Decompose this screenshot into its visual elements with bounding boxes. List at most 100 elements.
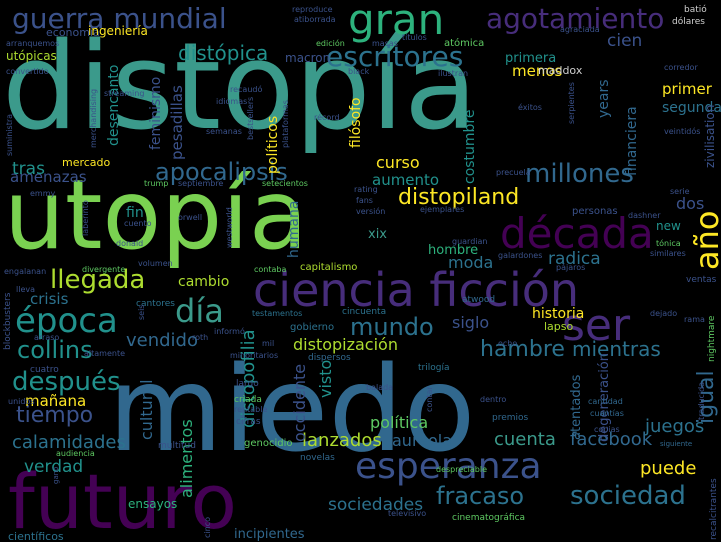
- word-genocidio: genocidio: [244, 438, 292, 449]
- word-atiborrada: atiborrada: [294, 15, 336, 24]
- word-distopofilia: distopofilia: [238, 329, 259, 428]
- word-cultural: cultural: [137, 379, 156, 440]
- word-siguiente: siguiente: [660, 440, 692, 448]
- word-feminismo: feminismo: [148, 77, 164, 150]
- word-primer: primer: [662, 80, 713, 98]
- word-guerra-mundial: guerra mundial: [12, 2, 227, 35]
- word-veintidos: veintidós: [664, 126, 700, 136]
- word-idiomas: idiomas: [216, 97, 247, 106]
- word-menos: menos: [512, 62, 563, 80]
- word-exitos: éxitos: [518, 102, 542, 112]
- word-dolares: dólares: [672, 16, 705, 27]
- word-personas: personas: [572, 206, 618, 217]
- word-distopica: distópica: [178, 41, 268, 65]
- word-costumbre: costumbre: [462, 109, 478, 184]
- word-atentados: atentados: [569, 374, 584, 440]
- word-ilustran: ilustran: [438, 69, 468, 78]
- word-masas: masas: [372, 39, 398, 48]
- word-westworld: westworld: [225, 207, 234, 248]
- word-apocalipsis: apocalipsis: [155, 158, 288, 186]
- word-fans: fans: [356, 196, 373, 205]
- word-juegos: juegos: [644, 416, 704, 437]
- word-aumento: aumento: [372, 171, 439, 189]
- word-filosofo: filósofo: [348, 97, 364, 148]
- word-suministra: suministra: [5, 114, 14, 156]
- word-hombre: hombre: [428, 243, 478, 258]
- word-merchandising: merchandising: [89, 89, 98, 148]
- word-ensayos: ensayos: [128, 497, 177, 511]
- word-verdad: verdad: [24, 457, 83, 477]
- word-cinematografica: cinematográfica: [452, 513, 525, 523]
- word-escritores: escritores: [326, 40, 463, 73]
- word-epoca: época: [15, 301, 118, 341]
- word-primera: primera: [505, 51, 556, 66]
- word-mercado: mercado: [62, 156, 111, 169]
- word-amenazas: amenazas: [10, 168, 87, 186]
- word-incipientes: incipientes: [234, 527, 305, 542]
- word-traducida: traducida: [697, 382, 706, 420]
- word-humana: humana: [286, 201, 302, 258]
- word-capitalismo: capitalismo: [300, 262, 357, 273]
- word-aureola: aureola: [392, 431, 452, 450]
- word-ingenieria: ingeniería: [88, 24, 148, 38]
- word-distopiland: distopiland: [398, 185, 519, 210]
- word-igual: igual: [694, 370, 719, 424]
- word-ejemplares: ejemplares: [420, 205, 464, 214]
- word-radica: radica: [548, 249, 601, 269]
- word-rentable: rentable: [234, 405, 267, 414]
- word-puede: puede: [640, 458, 696, 479]
- word-lapso: lapso: [544, 320, 574, 333]
- word-occidente: occidente: [290, 364, 309, 442]
- word-cantidad: cantidad: [588, 397, 623, 406]
- word-testamentos: testamentos: [252, 309, 302, 318]
- word-black: black: [348, 67, 370, 76]
- word-audiencia: audiencia: [56, 449, 95, 458]
- word-cantores: cantores: [136, 299, 175, 309]
- word-vendido: vendido: [126, 330, 198, 351]
- word-mil: mil: [262, 339, 274, 348]
- word-degeneracion: degeneración: [597, 353, 612, 442]
- word-financiera: financiera: [624, 106, 640, 176]
- word-streaming: streaming: [104, 89, 144, 98]
- word-televisivo: televisivo: [388, 509, 426, 518]
- word-pesadillas: pesadillas: [168, 85, 186, 160]
- word-despreciable: despreciable: [436, 465, 487, 474]
- word-pajaros: pájaros: [556, 263, 585, 272]
- word-mientras: mientras: [572, 337, 661, 361]
- word-gran: gran: [348, 0, 444, 44]
- word-fin: fin: [126, 205, 144, 221]
- word-dos: dos: [676, 194, 704, 213]
- word-cifras: cifras: [236, 417, 261, 427]
- word-roth: roth: [192, 333, 208, 342]
- word-contar: contar: [425, 386, 434, 412]
- word-curso: curso: [376, 153, 420, 172]
- word-contaba: contaba: [254, 265, 286, 274]
- word-convertido: convertido: [6, 67, 49, 76]
- word-agraciada: agraciada: [560, 25, 600, 34]
- word-collins: collins: [17, 336, 93, 364]
- word-dentro: dentro: [480, 395, 506, 404]
- word-atomica: atómica: [444, 37, 484, 49]
- word-galardones: galardones: [498, 251, 542, 260]
- word-miedo: miedo: [108, 340, 475, 478]
- word-premios: premios: [492, 413, 529, 423]
- word-ano: año: [688, 211, 721, 270]
- word-moda: moda: [448, 253, 493, 272]
- word-cientificos: científicos: [8, 530, 64, 542]
- word-sociedades: sociedades: [328, 495, 423, 515]
- word-atwood: atwood: [462, 295, 495, 305]
- word-plataformas: plataformas: [281, 100, 290, 148]
- word-cambio: cambio: [178, 274, 229, 290]
- word-zivilisation: zivilisation: [703, 105, 717, 168]
- word-nightmare: nightmare: [707, 315, 717, 362]
- word-criada: criada: [234, 395, 262, 405]
- word-segunda: segunda: [662, 100, 721, 116]
- word-tiempo: tiempo: [16, 403, 93, 428]
- word-bato: batió: [684, 4, 707, 15]
- word-xix: xix: [368, 227, 387, 242]
- word-record: récord: [314, 112, 340, 122]
- word-hambre: hambre: [480, 337, 565, 362]
- word-dispersos: dispersos: [308, 353, 351, 363]
